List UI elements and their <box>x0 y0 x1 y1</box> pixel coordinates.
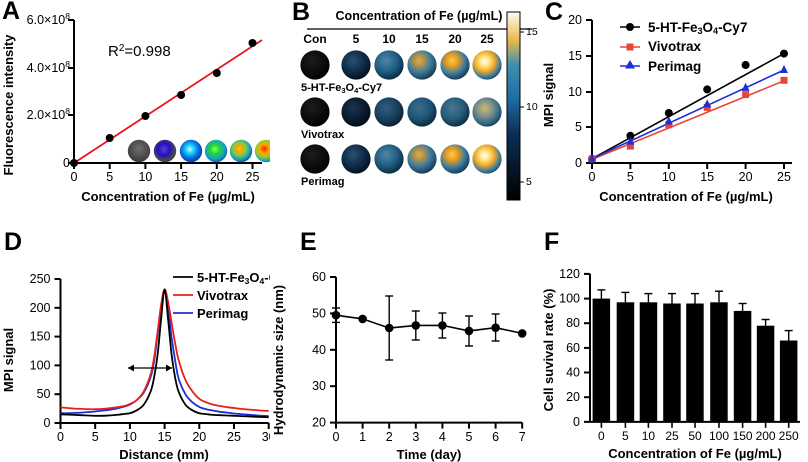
svg-text:7: 7 <box>519 430 526 444</box>
svg-text:120: 120 <box>559 267 580 281</box>
svg-text:50: 50 <box>312 306 326 320</box>
svg-text:Hydrodynamic size (nm): Hydrodynamic size (nm) <box>271 285 286 435</box>
svg-text:5: 5 <box>575 120 582 134</box>
svg-text:6: 6 <box>492 430 499 444</box>
svg-text:20: 20 <box>739 170 753 184</box>
svg-text:0: 0 <box>575 156 582 170</box>
svg-text:5: 5 <box>92 430 99 444</box>
svg-text:15: 15 <box>700 170 714 184</box>
svg-text:15: 15 <box>415 32 429 46</box>
svg-text:5: 5 <box>466 430 473 444</box>
svg-text:20: 20 <box>568 13 582 27</box>
svg-text:200: 200 <box>30 301 51 315</box>
svg-text:Con: Con <box>303 32 326 46</box>
svg-text:10: 10 <box>123 430 137 444</box>
svg-text:5-HT-Fe3O4-Cy7: 5-HT-Fe3O4-Cy7 <box>301 82 382 95</box>
svg-text:25: 25 <box>480 32 494 46</box>
svg-text:Concentration of Fe (µg/mL): Concentration of Fe (µg/mL) <box>336 9 503 23</box>
svg-text:10: 10 <box>642 429 656 443</box>
svg-text:2: 2 <box>386 430 393 444</box>
svg-text:40: 40 <box>566 366 580 380</box>
svg-text:60: 60 <box>566 341 580 355</box>
svg-text:25: 25 <box>665 429 679 443</box>
svg-text:15: 15 <box>158 430 172 444</box>
svg-text:Perimag: Perimag <box>648 59 701 74</box>
svg-text:5: 5 <box>622 429 629 443</box>
svg-text:200: 200 <box>756 429 776 443</box>
svg-text:Vivotrax: Vivotrax <box>648 39 702 54</box>
svg-text:20: 20 <box>448 32 462 46</box>
svg-text:25: 25 <box>227 430 241 444</box>
svg-text:60: 60 <box>312 270 326 284</box>
svg-text:Vivotrax: Vivotrax <box>301 129 345 141</box>
svg-text:5: 5 <box>526 176 532 188</box>
svg-text:40: 40 <box>312 343 326 357</box>
svg-text:0: 0 <box>44 416 51 430</box>
svg-text:15: 15 <box>568 49 582 63</box>
svg-text:4: 4 <box>439 430 446 444</box>
svg-text:100: 100 <box>30 358 51 372</box>
svg-text:0: 0 <box>57 430 64 444</box>
svg-text:5: 5 <box>353 32 360 46</box>
svg-text:1: 1 <box>359 430 366 444</box>
svg-text:0: 0 <box>589 170 596 184</box>
svg-text:250: 250 <box>779 429 799 443</box>
svg-text:Distance (mm): Distance (mm) <box>119 447 209 462</box>
svg-text:5-HT-Fe3O4-Cy7: 5-HT-Fe3O4-Cy7 <box>648 20 747 36</box>
svg-text:30: 30 <box>262 430 270 444</box>
svg-text:0: 0 <box>333 430 340 444</box>
svg-text:Vivotrax: Vivotrax <box>197 288 249 303</box>
svg-text:10: 10 <box>526 101 538 113</box>
svg-text:3: 3 <box>412 430 419 444</box>
svg-text:80: 80 <box>566 316 580 330</box>
svg-text:10: 10 <box>568 85 582 99</box>
svg-text:MPI signal: MPI signal <box>541 63 556 127</box>
svg-text:Concentration of Fe (µg/mL): Concentration of Fe (µg/mL) <box>608 446 782 461</box>
svg-text:5-HT-Fe3O4-Cy7: 5-HT-Fe3O4-Cy7 <box>197 270 270 286</box>
svg-text:100: 100 <box>559 292 580 306</box>
svg-text:5: 5 <box>627 170 634 184</box>
svg-text:20: 20 <box>312 416 326 430</box>
svg-text:Perimag: Perimag <box>301 176 344 188</box>
svg-text:MPI signal: MPI signal <box>1 328 16 392</box>
svg-text:50: 50 <box>688 429 702 443</box>
svg-text:Time (day): Time (day) <box>397 447 462 462</box>
svg-text:25: 25 <box>777 170 791 184</box>
svg-text:20: 20 <box>192 430 206 444</box>
svg-text:Cell suvival rate (%): Cell suvival rate (%) <box>541 289 556 412</box>
svg-text:Perimag: Perimag <box>197 306 248 321</box>
svg-text:50: 50 <box>37 387 51 401</box>
svg-text:0: 0 <box>598 429 605 443</box>
svg-text:15: 15 <box>526 26 538 38</box>
svg-text:0: 0 <box>573 415 580 429</box>
svg-text:150: 150 <box>30 330 51 344</box>
svg-text:10: 10 <box>382 32 396 46</box>
svg-text:250: 250 <box>30 272 51 286</box>
svg-text:30: 30 <box>312 379 326 393</box>
svg-text:Concentration of Fe (µg/mL): Concentration of Fe (µg/mL) <box>599 189 773 204</box>
svg-text:150: 150 <box>733 429 753 443</box>
svg-text:20: 20 <box>566 390 580 404</box>
svg-text:100: 100 <box>709 429 729 443</box>
svg-text:10: 10 <box>662 170 676 184</box>
